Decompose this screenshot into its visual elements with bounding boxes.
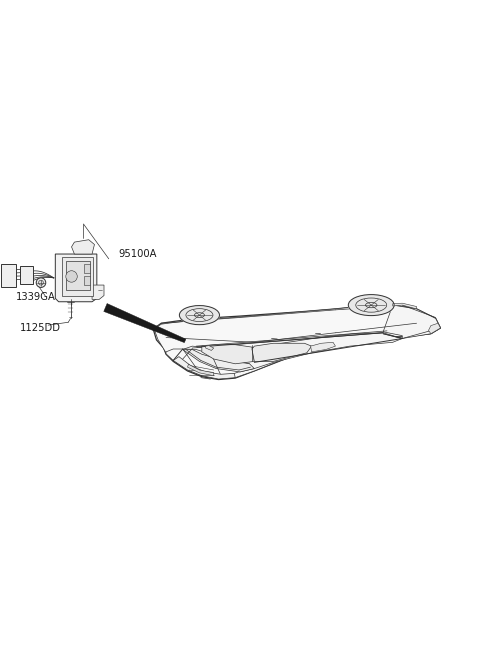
Text: 1125DD: 1125DD: [20, 323, 60, 333]
Polygon shape: [21, 266, 34, 284]
Polygon shape: [66, 261, 90, 290]
Polygon shape: [84, 264, 90, 273]
Polygon shape: [205, 346, 214, 350]
Polygon shape: [173, 357, 235, 379]
Polygon shape: [62, 257, 94, 296]
Polygon shape: [153, 305, 441, 380]
Text: 1339GA: 1339GA: [16, 292, 56, 302]
Circle shape: [66, 271, 77, 282]
Circle shape: [36, 278, 46, 287]
Polygon shape: [104, 304, 186, 342]
Polygon shape: [1, 264, 16, 287]
Circle shape: [38, 280, 43, 285]
Polygon shape: [311, 342, 336, 352]
Polygon shape: [72, 239, 95, 254]
Polygon shape: [252, 343, 312, 361]
Polygon shape: [154, 305, 441, 378]
Polygon shape: [183, 350, 254, 372]
Polygon shape: [92, 285, 104, 299]
Polygon shape: [84, 276, 90, 285]
Ellipse shape: [348, 295, 394, 316]
Polygon shape: [383, 305, 441, 338]
Polygon shape: [183, 333, 402, 372]
Ellipse shape: [180, 306, 219, 325]
Polygon shape: [55, 254, 97, 302]
Polygon shape: [429, 323, 441, 334]
Polygon shape: [188, 364, 214, 376]
Polygon shape: [166, 349, 250, 379]
Polygon shape: [202, 344, 254, 364]
Text: 95100A: 95100A: [118, 249, 157, 259]
Polygon shape: [393, 303, 417, 309]
